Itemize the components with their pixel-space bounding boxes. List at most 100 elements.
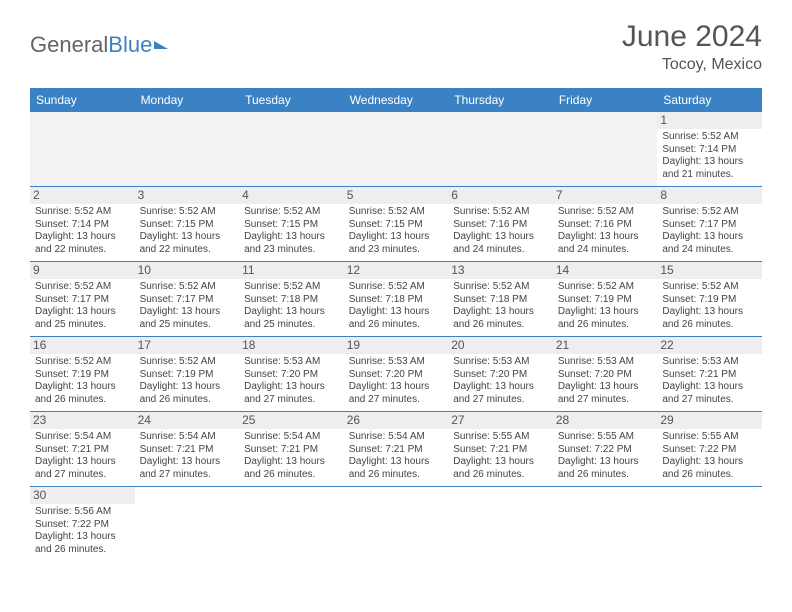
sunrise-line: Sunrise: 5:54 AM bbox=[35, 431, 130, 444]
brand-flag-icon bbox=[154, 41, 168, 49]
header: GeneralBlue June 2024 Tocoy, Mexico bbox=[0, 0, 792, 82]
daylight-line: Daylight: 13 hours and 26 minutes. bbox=[140, 381, 235, 406]
calendar-cell: 30Sunrise: 5:56 AMSunset: 7:22 PMDayligh… bbox=[30, 487, 135, 562]
brand-logo: GeneralBlue bbox=[30, 32, 168, 58]
daylight-line: Daylight: 13 hours and 27 minutes. bbox=[244, 381, 339, 406]
sunset-line: Sunset: 7:17 PM bbox=[140, 294, 235, 307]
sunset-line: Sunset: 7:21 PM bbox=[453, 444, 548, 457]
week-row: 9Sunrise: 5:52 AMSunset: 7:17 PMDaylight… bbox=[30, 262, 762, 337]
daylight-line: Daylight: 13 hours and 27 minutes. bbox=[558, 381, 653, 406]
sunrise-line: Sunrise: 5:52 AM bbox=[35, 356, 130, 369]
sunrise-line: Sunrise: 5:52 AM bbox=[140, 206, 235, 219]
sunset-line: Sunset: 7:17 PM bbox=[662, 219, 757, 232]
day-number: 13 bbox=[448, 262, 553, 279]
calendar-cell: 7Sunrise: 5:52 AMSunset: 7:16 PMDaylight… bbox=[553, 187, 658, 262]
daylight-line: Daylight: 13 hours and 26 minutes. bbox=[453, 306, 548, 331]
day-number: 19 bbox=[344, 337, 449, 354]
sunset-line: Sunset: 7:21 PM bbox=[662, 369, 757, 382]
sunset-line: Sunset: 7:20 PM bbox=[558, 369, 653, 382]
day-number: 21 bbox=[553, 337, 658, 354]
sunset-line: Sunset: 7:15 PM bbox=[349, 219, 444, 232]
daylight-line: Daylight: 13 hours and 26 minutes. bbox=[244, 456, 339, 481]
sunset-line: Sunset: 7:20 PM bbox=[244, 369, 339, 382]
calendar-body: 1Sunrise: 5:52 AMSunset: 7:14 PMDaylight… bbox=[30, 112, 762, 561]
day-number: 25 bbox=[239, 412, 344, 429]
calendar-cell: 29Sunrise: 5:55 AMSunset: 7:22 PMDayligh… bbox=[657, 412, 762, 487]
daylight-line: Daylight: 13 hours and 24 minutes. bbox=[558, 231, 653, 256]
calendar-cell: 10Sunrise: 5:52 AMSunset: 7:17 PMDayligh… bbox=[135, 262, 240, 337]
calendar-cell: 15Sunrise: 5:52 AMSunset: 7:19 PMDayligh… bbox=[657, 262, 762, 337]
sunrise-line: Sunrise: 5:52 AM bbox=[140, 281, 235, 294]
dayhead-sun: Sunday bbox=[30, 88, 135, 112]
daylight-line: Daylight: 13 hours and 26 minutes. bbox=[349, 456, 444, 481]
dayhead-wed: Wednesday bbox=[344, 88, 449, 112]
sunset-line: Sunset: 7:21 PM bbox=[244, 444, 339, 457]
day-number: 18 bbox=[239, 337, 344, 354]
sunrise-line: Sunrise: 5:52 AM bbox=[662, 206, 757, 219]
sunrise-line: Sunrise: 5:53 AM bbox=[244, 356, 339, 369]
day-number: 5 bbox=[344, 187, 449, 204]
calendar-cell: 24Sunrise: 5:54 AMSunset: 7:21 PMDayligh… bbox=[135, 412, 240, 487]
daylight-line: Daylight: 13 hours and 26 minutes. bbox=[453, 456, 548, 481]
day-number: 24 bbox=[135, 412, 240, 429]
day-number: 26 bbox=[344, 412, 449, 429]
brand-part1: General bbox=[30, 32, 108, 58]
daylight-line: Daylight: 13 hours and 26 minutes. bbox=[662, 456, 757, 481]
day-number: 1 bbox=[657, 112, 762, 129]
calendar-cell: 3Sunrise: 5:52 AMSunset: 7:15 PMDaylight… bbox=[135, 187, 240, 262]
day-number: 3 bbox=[135, 187, 240, 204]
sunrise-line: Sunrise: 5:54 AM bbox=[140, 431, 235, 444]
day-number: 20 bbox=[448, 337, 553, 354]
day-header-row: Sunday Monday Tuesday Wednesday Thursday… bbox=[30, 88, 762, 112]
daylight-line: Daylight: 13 hours and 27 minutes. bbox=[35, 456, 130, 481]
daylight-line: Daylight: 13 hours and 22 minutes. bbox=[140, 231, 235, 256]
calendar-cell: 21Sunrise: 5:53 AMSunset: 7:20 PMDayligh… bbox=[553, 337, 658, 412]
sunrise-line: Sunrise: 5:52 AM bbox=[244, 206, 339, 219]
sunrise-line: Sunrise: 5:52 AM bbox=[349, 281, 444, 294]
sunset-line: Sunset: 7:16 PM bbox=[453, 219, 548, 232]
day-number: 15 bbox=[657, 262, 762, 279]
sunset-line: Sunset: 7:19 PM bbox=[35, 369, 130, 382]
calendar-cell: 27 Sunrise: 5:55 AMSunset: 7:21 PMDayligh… bbox=[448, 412, 553, 487]
location-label: Tocoy, Mexico bbox=[622, 56, 762, 74]
sunrise-line: Sunrise: 5:52 AM bbox=[35, 206, 130, 219]
sunrise-line: Sunrise: 5:52 AM bbox=[140, 356, 235, 369]
sunset-line: Sunset: 7:22 PM bbox=[662, 444, 757, 457]
week-row: 1Sunrise: 5:52 AMSunset: 7:14 PMDaylight… bbox=[30, 112, 762, 187]
day-number: 29 bbox=[657, 412, 762, 429]
sunset-line: Sunset: 7:19 PM bbox=[662, 294, 757, 307]
sunrise-line: Sunrise: 5:55 AM bbox=[453, 431, 548, 444]
daylight-line: Daylight: 13 hours and 26 minutes. bbox=[558, 306, 653, 331]
day-number: 10 bbox=[135, 262, 240, 279]
calendar-cell: 4Sunrise: 5:52 AMSunset: 7:15 PMDaylight… bbox=[239, 187, 344, 262]
calendar-cell bbox=[553, 487, 658, 562]
daylight-line: Daylight: 13 hours and 21 minutes. bbox=[662, 156, 757, 181]
calendar-cell: 23Sunrise: 5:54 AMSunset: 7:21 PMDayligh… bbox=[30, 412, 135, 487]
day-number: 7 bbox=[553, 187, 658, 204]
week-row: 30Sunrise: 5:56 AMSunset: 7:22 PMDayligh… bbox=[30, 487, 762, 562]
calendar-cell bbox=[30, 112, 135, 187]
sunset-line: Sunset: 7:17 PM bbox=[35, 294, 130, 307]
day-number: 27 bbox=[448, 412, 553, 429]
sunset-line: Sunset: 7:22 PM bbox=[558, 444, 653, 457]
sunset-line: Sunset: 7:15 PM bbox=[244, 219, 339, 232]
sunrise-line: Sunrise: 5:54 AM bbox=[349, 431, 444, 444]
sunrise-line: Sunrise: 5:52 AM bbox=[662, 131, 757, 144]
sunset-line: Sunset: 7:21 PM bbox=[349, 444, 444, 457]
day-number: 4 bbox=[239, 187, 344, 204]
day-number: 17 bbox=[135, 337, 240, 354]
calendar-cell: 2Sunrise: 5:52 AMSunset: 7:14 PMDaylight… bbox=[30, 187, 135, 262]
day-number: 23 bbox=[30, 412, 135, 429]
sunrise-line: Sunrise: 5:52 AM bbox=[662, 281, 757, 294]
calendar-cell: 12Sunrise: 5:52 AMSunset: 7:18 PMDayligh… bbox=[344, 262, 449, 337]
calendar-cell bbox=[553, 112, 658, 187]
day-number: 16 bbox=[30, 337, 135, 354]
dayhead-mon: Monday bbox=[135, 88, 240, 112]
day-number: 8 bbox=[657, 187, 762, 204]
calendar-cell bbox=[239, 112, 344, 187]
week-row: 16Sunrise: 5:52 AMSunset: 7:19 PMDayligh… bbox=[30, 337, 762, 412]
calendar-cell: 26 Sunrise: 5:54 AMSunset: 7:21 PMDayligh… bbox=[344, 412, 449, 487]
daylight-line: Daylight: 13 hours and 25 minutes. bbox=[35, 306, 130, 331]
sunset-line: Sunset: 7:16 PM bbox=[558, 219, 653, 232]
page-title: June 2024 bbox=[622, 20, 762, 54]
